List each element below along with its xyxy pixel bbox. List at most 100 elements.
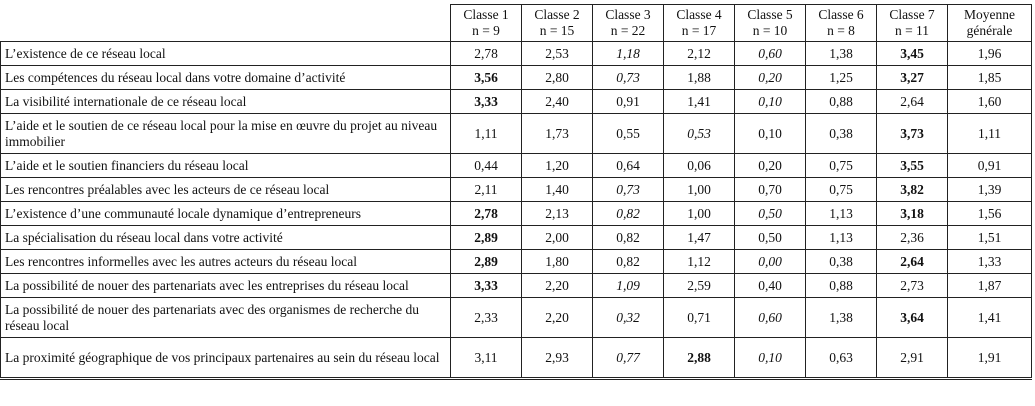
value-cell: 3,33 [450, 89, 522, 114]
value-cell: 2,93 [521, 337, 593, 380]
value-cell: 2,00 [521, 225, 593, 250]
value-cell: 1,13 [805, 201, 877, 226]
row-label: La spécialisation du réseau local dans v… [0, 225, 451, 250]
table-row: La possibilité de nouer des partenariats… [0, 297, 1032, 338]
row-label: La possibilité de nouer des partenariats… [0, 273, 451, 298]
row-label: Les compétences du réseau local dans vot… [0, 65, 451, 90]
value-cell: 0,60 [734, 41, 806, 66]
table-row: La possibilité de nouer des partenariats… [0, 273, 1032, 298]
value-cell: 1,96 [947, 41, 1032, 66]
value-cell: 0,73 [592, 65, 664, 90]
value-cell: 0,38 [805, 113, 877, 154]
value-cell: 0,60 [734, 297, 806, 338]
value-cell: 0,20 [734, 153, 806, 178]
value-cell: 3,45 [876, 41, 948, 66]
row-label: L’existence de ce réseau local [0, 41, 451, 66]
value-cell: 1,38 [805, 41, 877, 66]
value-cell: 1,13 [805, 225, 877, 250]
value-cell: 1,18 [592, 41, 664, 66]
value-cell: 2,53 [521, 41, 593, 66]
value-cell: 1,51 [947, 225, 1032, 250]
value-cell: 1,60 [947, 89, 1032, 114]
value-cell: 0,82 [592, 225, 664, 250]
row-label: La visibilité internationale de ce résea… [0, 89, 451, 114]
value-cell: 0,63 [805, 337, 877, 380]
value-cell: 0,82 [592, 249, 664, 274]
value-cell: 0,82 [592, 201, 664, 226]
value-cell: 2,88 [663, 337, 735, 380]
value-cell: 1,85 [947, 65, 1032, 90]
value-cell: 2,59 [663, 273, 735, 298]
value-cell: 1,11 [947, 113, 1032, 154]
value-cell: 0,10 [734, 89, 806, 114]
value-cell: 2,40 [521, 89, 593, 114]
value-cell: 3,64 [876, 297, 948, 338]
value-cell: 3,82 [876, 177, 948, 202]
value-cell: 1,38 [805, 297, 877, 338]
value-cell: 2,89 [450, 225, 522, 250]
value-cell: 2,13 [521, 201, 593, 226]
value-cell: 0,50 [734, 201, 806, 226]
value-cell: 2,20 [521, 297, 593, 338]
value-cell: 2,91 [876, 337, 948, 380]
value-cell: 2,12 [663, 41, 735, 66]
value-cell: 2,64 [876, 89, 948, 114]
value-cell: 2,20 [521, 273, 593, 298]
row-label: L’aide et le soutien de ce réseau local … [0, 113, 451, 154]
value-cell: 2,11 [450, 177, 522, 202]
value-cell: 1,12 [663, 249, 735, 274]
value-cell: 0,55 [592, 113, 664, 154]
value-cell: 2,33 [450, 297, 522, 338]
value-cell: 2,78 [450, 201, 522, 226]
table-row: L’existence d’une communauté locale dyna… [0, 201, 1032, 226]
value-cell: 2,64 [876, 249, 948, 274]
corner-cell [0, 4, 451, 42]
value-cell: 0,20 [734, 65, 806, 90]
value-cell: 0,50 [734, 225, 806, 250]
table-row: L’existence de ce réseau local 2,78 2,53 1,… [0, 41, 1032, 66]
value-cell: 1,33 [947, 249, 1032, 274]
value-cell: 2,89 [450, 249, 522, 274]
row-label: La proximité géographique de vos princip… [0, 337, 451, 380]
value-cell: 0,70 [734, 177, 806, 202]
value-cell: 3,56 [450, 65, 522, 90]
value-cell: 2,80 [521, 65, 593, 90]
table-row: L’aide et le soutien financiers du résea… [0, 153, 1032, 178]
value-cell: 2,73 [876, 273, 948, 298]
value-cell: 1,00 [663, 177, 735, 202]
value-cell: 1,87 [947, 273, 1032, 298]
table-row: Les compétences du réseau local dans vot… [0, 65, 1032, 90]
value-cell: 1,00 [663, 201, 735, 226]
value-cell: 0,40 [734, 273, 806, 298]
value-cell: 2,78 [450, 41, 522, 66]
row-label: L’aide et le soutien financiers du résea… [0, 153, 451, 178]
value-cell: 1,25 [805, 65, 877, 90]
row-label: L’existence d’une communauté locale dyna… [0, 201, 451, 226]
value-cell: 1,09 [592, 273, 664, 298]
table-row: La visibilité internationale de ce résea… [0, 89, 1032, 114]
row-label: Les rencontres préalables avec les acteu… [0, 177, 451, 202]
table-row: La proximité géographique de vos princip… [0, 337, 1032, 380]
value-cell: 0,06 [663, 153, 735, 178]
value-cell: 0,10 [734, 113, 806, 154]
value-cell: 1,20 [521, 153, 593, 178]
table-row: Les rencontres informelles avec les autr… [0, 249, 1032, 274]
value-cell: 1,41 [947, 297, 1032, 338]
value-cell: 0,75 [805, 153, 877, 178]
value-cell: 1,41 [663, 89, 735, 114]
value-cell: 0,91 [947, 153, 1032, 178]
value-cell: 0,38 [805, 249, 877, 274]
value-cell: 1,91 [947, 337, 1032, 380]
row-label: La possibilité de nouer des partenariats… [0, 297, 451, 338]
value-cell: 1,56 [947, 201, 1032, 226]
value-cell: 1,39 [947, 177, 1032, 202]
value-cell: 1,88 [663, 65, 735, 90]
